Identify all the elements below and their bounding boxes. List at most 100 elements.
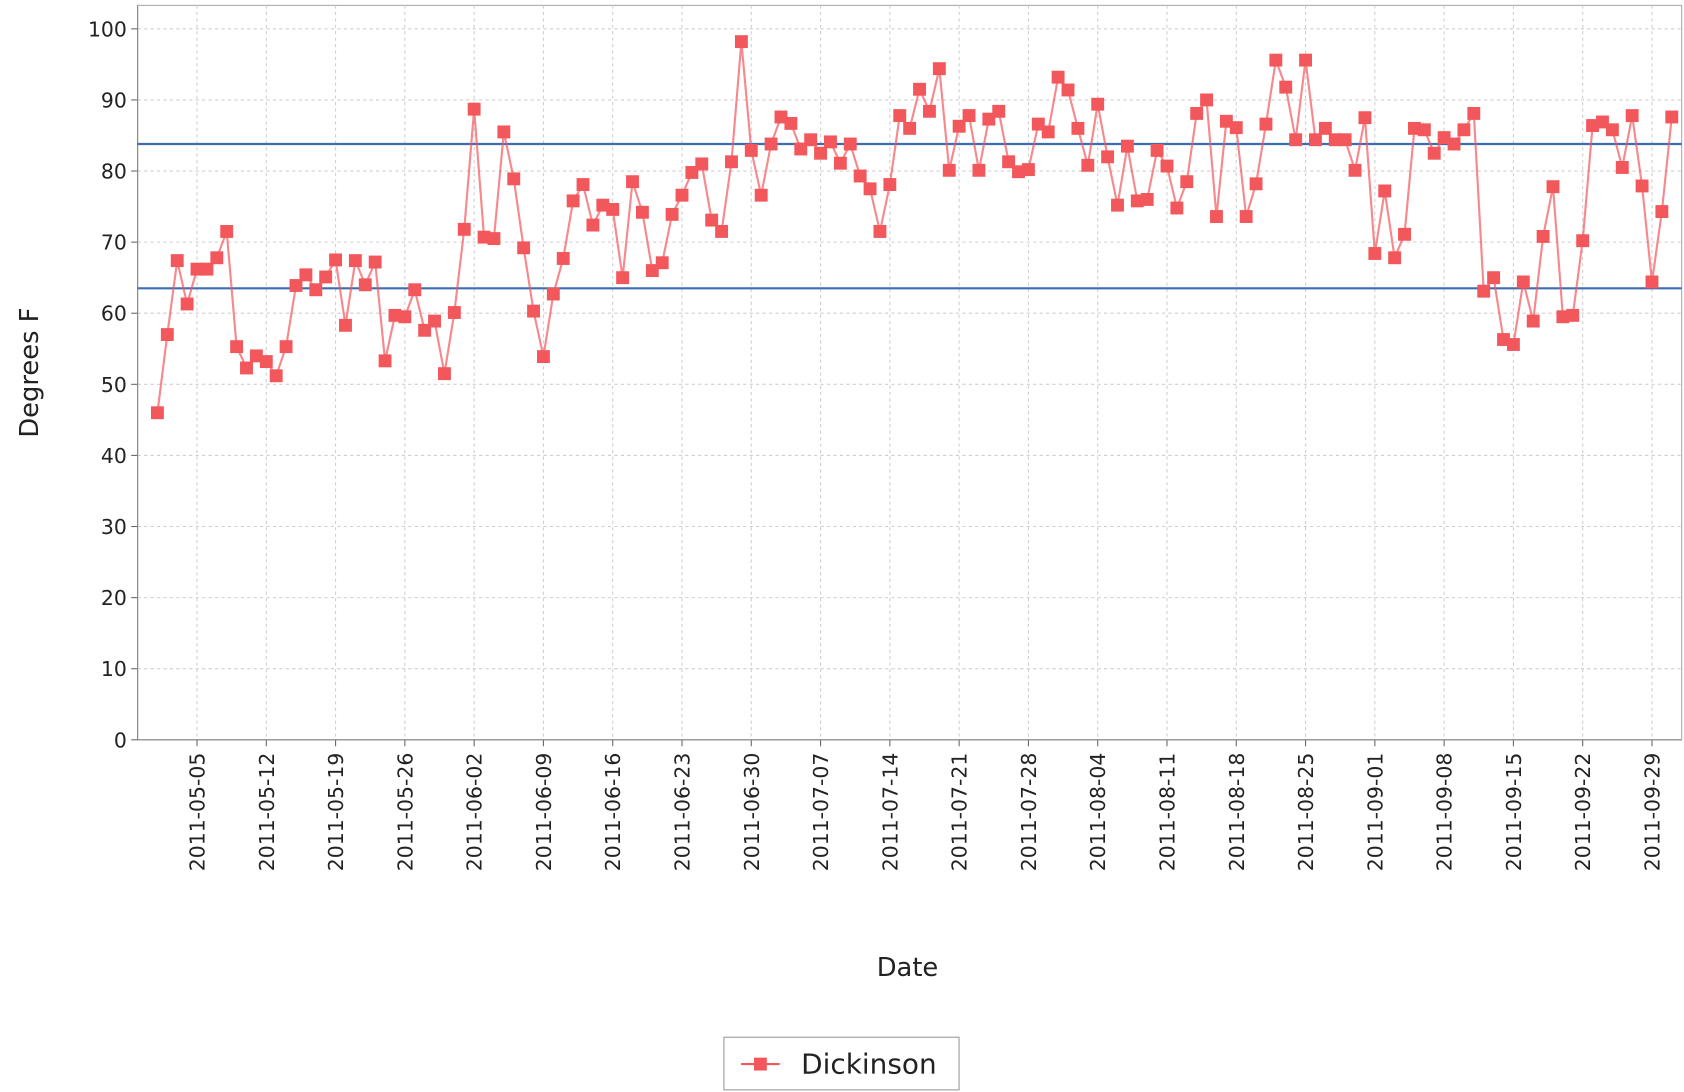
point — [1477, 284, 1491, 298]
x-tick-label: 2011-07-07 — [809, 753, 833, 872]
y-tick-label: 20 — [101, 586, 127, 610]
y-tick-label: 60 — [101, 302, 127, 326]
x-tick-label: 2011-08-25 — [1294, 753, 1318, 872]
point — [259, 355, 273, 369]
point — [1289, 133, 1303, 147]
point — [358, 278, 372, 292]
point — [1407, 121, 1421, 135]
point — [635, 205, 649, 219]
point — [1497, 333, 1510, 346]
point — [1041, 125, 1055, 139]
point — [190, 262, 204, 276]
point — [814, 146, 828, 160]
x-tick-label: 2011-06-09 — [532, 753, 556, 872]
y-axis-title: Degrees F — [15, 308, 45, 438]
point — [1309, 133, 1322, 147]
point — [269, 369, 283, 383]
point — [566, 194, 580, 208]
x-tick-label: 2011-06-30 — [740, 753, 764, 872]
point — [447, 306, 461, 319]
point — [1348, 163, 1362, 177]
point — [1091, 97, 1105, 111]
point — [1120, 139, 1134, 153]
x-tick-label: 2011-09-08 — [1433, 753, 1457, 872]
point — [1269, 53, 1283, 67]
point — [1516, 275, 1530, 289]
point — [1625, 109, 1639, 123]
y-tick-label: 0 — [114, 728, 127, 752]
point — [794, 142, 808, 156]
point — [1259, 117, 1273, 131]
point — [576, 178, 590, 191]
point — [626, 175, 639, 189]
point — [1229, 121, 1243, 135]
point — [1249, 177, 1263, 191]
x-tick-label: 2011-08-18 — [1225, 753, 1249, 872]
point — [1170, 201, 1184, 215]
point — [1556, 310, 1570, 324]
point — [150, 406, 164, 420]
point — [1180, 175, 1194, 189]
point — [1219, 114, 1233, 128]
point — [1615, 161, 1629, 174]
point — [507, 172, 521, 186]
x-tick-label: 2011-05-05 — [186, 753, 210, 872]
point — [180, 297, 194, 311]
point — [289, 279, 303, 292]
point — [1210, 210, 1223, 223]
point — [764, 137, 778, 151]
y-tick-label: 100 — [88, 17, 127, 41]
point — [249, 349, 263, 363]
point — [1338, 133, 1352, 147]
point — [962, 109, 976, 123]
x-tick-label: 2011-08-04 — [1086, 753, 1110, 872]
point — [665, 207, 679, 221]
y-tick-label: 10 — [101, 657, 127, 681]
point — [922, 104, 936, 118]
point — [606, 202, 620, 216]
point — [1457, 123, 1471, 137]
point — [517, 241, 531, 255]
point — [1051, 70, 1065, 84]
point — [725, 155, 738, 169]
point — [1655, 205, 1669, 218]
point — [932, 62, 946, 76]
point — [1506, 338, 1520, 351]
point — [784, 116, 798, 130]
point — [982, 112, 996, 126]
point — [339, 318, 352, 332]
point — [1437, 131, 1451, 145]
y-tick-label: 40 — [101, 444, 127, 468]
point — [477, 230, 491, 244]
point — [833, 156, 847, 170]
x-tick-label: 2011-05-26 — [393, 753, 417, 872]
point — [1021, 163, 1035, 177]
point — [1012, 165, 1025, 179]
point — [744, 143, 758, 157]
x-tick-label: 2011-06-02 — [463, 753, 487, 872]
x-axis-title: Date — [877, 953, 939, 983]
point — [497, 125, 511, 139]
point — [230, 340, 244, 354]
point — [388, 308, 402, 322]
x-tick-label: 2011-05-12 — [255, 753, 279, 872]
point — [487, 232, 501, 246]
point — [853, 169, 867, 183]
x-tick-label: 2011-06-16 — [601, 753, 625, 872]
point — [1081, 158, 1095, 172]
point — [695, 157, 709, 171]
y-tick-label: 30 — [101, 515, 127, 539]
point — [1200, 93, 1214, 107]
point — [734, 35, 748, 49]
x-tick-label: 2011-09-15 — [1502, 753, 1526, 872]
point — [616, 271, 630, 285]
point — [368, 255, 382, 269]
point — [1071, 121, 1085, 135]
point — [1160, 159, 1174, 173]
point — [1318, 121, 1332, 135]
point — [1328, 133, 1342, 147]
point — [1467, 106, 1481, 120]
point — [299, 268, 313, 282]
point — [1605, 123, 1619, 137]
